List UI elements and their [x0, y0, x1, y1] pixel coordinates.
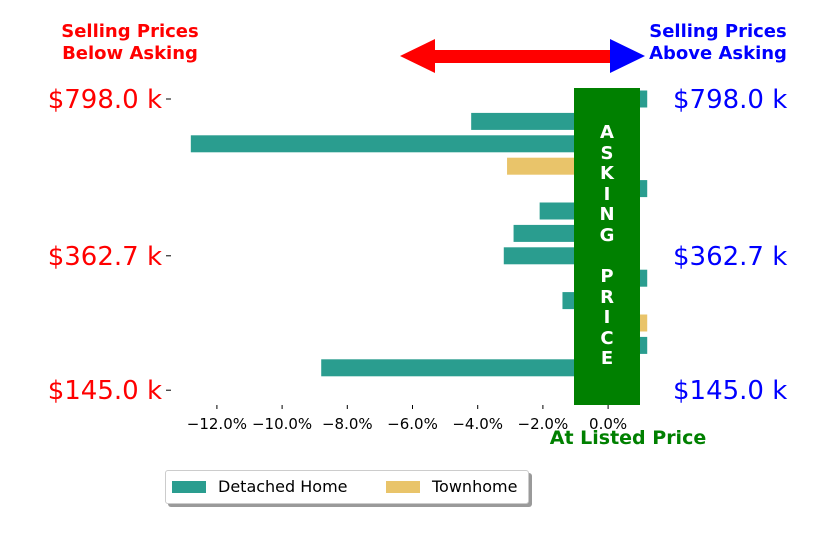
- y-tick-label-left: $362.7 k: [48, 242, 162, 272]
- bar: [190, 135, 609, 153]
- asking-letter: E: [600, 348, 614, 370]
- x-tick-label: −6.0%: [387, 415, 438, 433]
- asking-letter: A: [600, 121, 614, 143]
- x-tick-label: −4.0%: [452, 415, 503, 433]
- x-tick-label: −10.0%: [252, 415, 312, 433]
- y-tick-label-left: $145.0 k: [48, 376, 162, 406]
- legend-swatch-detached: [172, 480, 206, 493]
- x-tick-label: −2.0%: [518, 415, 569, 433]
- legend-label-detached: Detached Home: [218, 477, 348, 496]
- bar: [471, 112, 609, 130]
- x-tick-label: −8.0%: [322, 415, 373, 433]
- asking-letter: G: [599, 224, 615, 246]
- legend-label-townhome: Townhome: [432, 477, 518, 496]
- asking-letter: I: [603, 307, 611, 329]
- arrow-head-right: [610, 39, 645, 73]
- asking-letter: R: [600, 286, 614, 308]
- legend-item-townhome: Townhome: [386, 477, 517, 496]
- asking-letter: S: [600, 142, 614, 164]
- x-tick-label: 0.0%: [589, 415, 627, 433]
- y-tick-label-right: $798.0 k: [673, 85, 787, 115]
- asking-letter: [604, 247, 610, 268]
- at-listed-price-label: At Listed Price: [549, 427, 707, 449]
- y-tick-label-right: $145.0 k: [673, 376, 787, 406]
- below-asking-label: Selling Prices Below Asking: [61, 21, 199, 64]
- legend-item-detached: Detached Home: [172, 477, 348, 496]
- legend-swatch-townhome: [386, 480, 420, 493]
- arrow-head-left: [400, 39, 435, 73]
- asking-letter: K: [600, 163, 614, 185]
- asking-letter: I: [603, 183, 611, 205]
- above-asking-label: Selling Prices Above Asking: [649, 21, 787, 64]
- y-tick-label-left: $798.0 k: [48, 85, 162, 115]
- asking-letter: C: [600, 327, 614, 349]
- arrow-shaft: [430, 50, 616, 63]
- asking-letter: N: [599, 204, 615, 226]
- asking-letter: P: [600, 266, 614, 288]
- bar: [321, 359, 609, 377]
- y-tick-label-right: $362.7 k: [673, 242, 787, 272]
- legend: Detached Home Townhome: [165, 470, 529, 504]
- x-tick-label: −12.0%: [187, 415, 247, 433]
